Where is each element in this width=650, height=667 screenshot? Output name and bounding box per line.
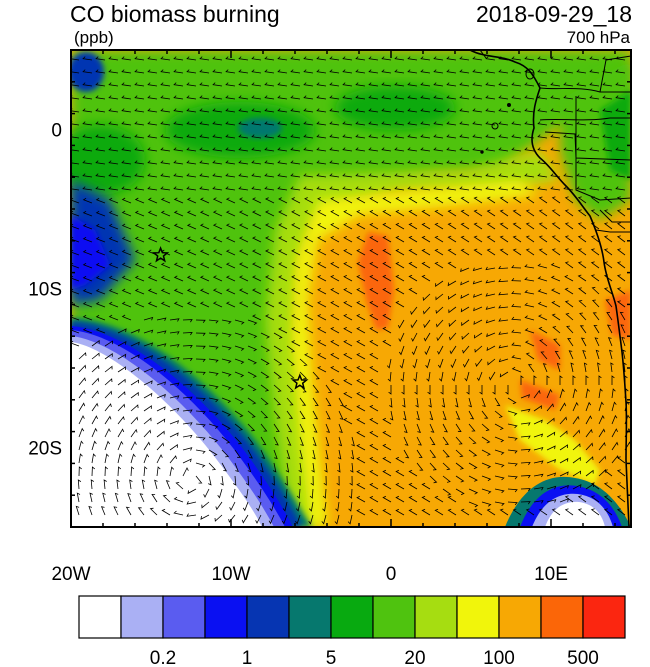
x-tick-label: 10E xyxy=(534,564,568,585)
plot-units: (ppb) xyxy=(74,28,114,47)
co-field xyxy=(71,50,631,527)
y-tick-label: 20S xyxy=(28,439,62,460)
colorbar-label: 5 xyxy=(326,648,337,667)
axis-tick-labels: 20W 10W 0 10E 0 10S 20S xyxy=(28,121,568,586)
y-tick-label: 0 xyxy=(51,121,62,142)
x-tick-label: 20W xyxy=(51,564,90,585)
plot-datetime: 2018-09-29_18 xyxy=(475,1,632,27)
colorbar-swatch xyxy=(288,595,332,639)
colorbar-label: 0.2 xyxy=(150,648,176,667)
wind-barbs xyxy=(71,56,631,525)
islands xyxy=(480,68,535,154)
colorbar-swatch xyxy=(414,595,458,639)
colorbar-label: 500 xyxy=(567,648,599,667)
y-tick-label: 10S xyxy=(28,280,62,301)
station-markers xyxy=(151,246,309,390)
x-tick-label: 10W xyxy=(211,564,250,585)
colorbar-label: 100 xyxy=(483,648,515,667)
colorbar-swatch xyxy=(456,595,500,639)
colorbar-swatch xyxy=(540,595,584,639)
map-frame xyxy=(70,49,632,528)
colorbar-swatch xyxy=(78,595,122,639)
colorbar-swatch xyxy=(204,595,248,639)
colorbar-label: 20 xyxy=(404,648,425,667)
star-marker-st-helena xyxy=(291,373,309,390)
colorbar-swatch xyxy=(246,595,290,639)
colorbar-label: 1 xyxy=(242,648,253,667)
star-marker-ascension xyxy=(151,246,170,263)
axis-ticks xyxy=(70,49,631,528)
colorbar-swatch xyxy=(582,595,626,639)
plot-title: CO biomass burning xyxy=(70,1,280,27)
country-borders xyxy=(479,50,631,404)
plot-level: 700 hPa xyxy=(566,28,630,47)
colorbar-swatch xyxy=(498,595,542,639)
colorbar-labels: 0.2 1 5 20 100 500 xyxy=(150,648,599,667)
colorbar-swatch xyxy=(120,595,164,639)
x-tick-label: 0 xyxy=(386,564,397,585)
colorbar-swatch xyxy=(162,595,206,639)
colorbar xyxy=(78,595,626,639)
colorbar-swatch xyxy=(330,595,374,639)
colorbar-swatch xyxy=(372,595,416,639)
